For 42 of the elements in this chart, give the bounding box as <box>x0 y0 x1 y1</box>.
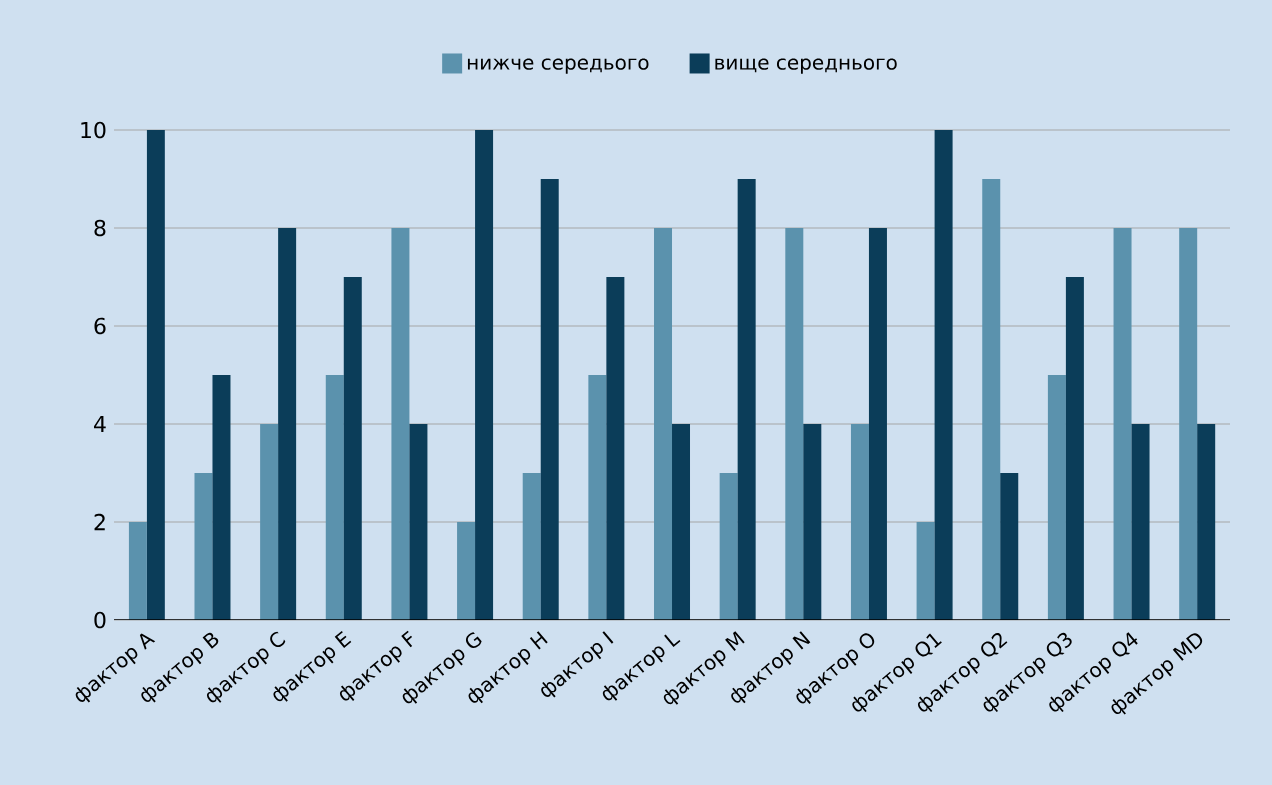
y-tick-label: 8 <box>94 219 106 237</box>
bar <box>737 178 756 620</box>
bar <box>934 129 953 620</box>
bar <box>325 374 344 620</box>
bar <box>719 472 738 620</box>
bar <box>146 129 165 620</box>
bar <box>982 178 1001 620</box>
bar <box>803 423 822 620</box>
bar <box>654 227 673 620</box>
bar <box>194 472 213 620</box>
bar <box>1065 276 1084 620</box>
bar <box>850 423 869 620</box>
bar <box>588 374 607 620</box>
bar <box>1113 227 1132 620</box>
legend-label: нижче середього <box>467 58 649 74</box>
bar <box>457 521 476 620</box>
y-tick-label: 10 <box>81 121 106 139</box>
bar <box>606 276 625 620</box>
y-tick-label: 2 <box>94 513 105 531</box>
bar <box>343 276 362 620</box>
y-tick-label: 0 <box>94 611 106 629</box>
legend-label: вище середнього <box>715 58 897 74</box>
bar <box>1197 423 1216 620</box>
bar <box>128 521 147 620</box>
bar <box>391 227 410 620</box>
bar <box>916 521 935 620</box>
bar <box>868 227 887 620</box>
bar <box>522 472 541 620</box>
y-tick-label: 6 <box>94 317 106 335</box>
bar <box>1047 374 1066 620</box>
bar <box>1000 472 1019 620</box>
bar <box>409 423 428 620</box>
bar <box>785 227 804 620</box>
bar <box>672 423 691 620</box>
bar <box>260 423 279 620</box>
bar <box>1131 423 1150 620</box>
bar <box>278 227 297 620</box>
bar <box>540 178 559 620</box>
bar <box>212 374 231 620</box>
bar <box>475 129 494 620</box>
y-tick-label: 4 <box>94 415 106 433</box>
bar <box>1179 227 1198 620</box>
